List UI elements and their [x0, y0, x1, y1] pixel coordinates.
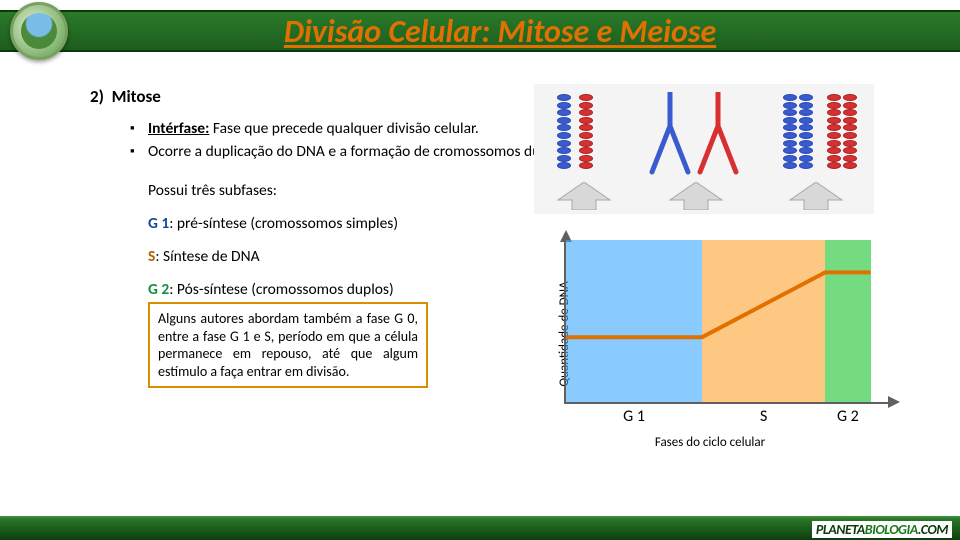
- brand-b: BIOLOGIA: [865, 521, 918, 538]
- section-name: Mitose: [112, 86, 161, 107]
- brand-c: .COM: [918, 521, 948, 538]
- bullet-text: Ocorre a duplicação do DNA e a formação …: [148, 142, 570, 161]
- section-number: 2): [90, 86, 104, 107]
- bullet-text: Fase que precede qualquer divisão celula…: [213, 119, 479, 138]
- chart-plot: G 1SG 2: [564, 240, 890, 404]
- brand-a: PLANETA: [816, 521, 865, 538]
- phase-desc-s: : Síntese de DNA: [155, 247, 259, 266]
- bullet-lead: Intérfase:: [148, 119, 209, 138]
- phase-row-g1: G 1: pré-síntese (cromossomos simples): [148, 214, 920, 233]
- phase-desc-g2: : Pós-síntese (cromossomos duplos): [169, 280, 393, 299]
- chart-xlabel: Fases do ciclo celular: [520, 435, 900, 450]
- callout-box: Alguns autores abordam também a fase G 0…: [148, 302, 428, 388]
- phase-code-g2: G 2: [148, 280, 169, 299]
- phase-desc-g1: : pré-síntese (cromossomos simples): [169, 214, 398, 233]
- page-title: Divisão Celular: Mitose e Meiose: [0, 12, 960, 51]
- globe-icon: [10, 2, 68, 60]
- dna-quantity-chart: Quantidade de DNA G 1SG 2 Fases do ciclo…: [520, 234, 900, 434]
- footer-brand: PLANETABIOLOGIA.COM: [812, 521, 952, 538]
- header-band: Divisão Celular: Mitose e Meiose: [0, 10, 960, 52]
- chromosome-diagram: [534, 84, 874, 214]
- phase-code-g1: G 1: [148, 214, 169, 233]
